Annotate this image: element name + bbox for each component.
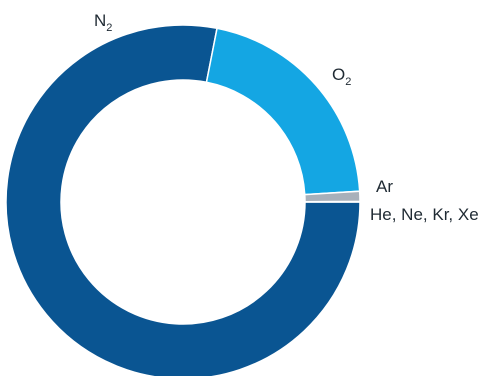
slice-o2	[205, 27, 361, 196]
label-n2: N2	[94, 11, 112, 34]
label-o2: O2	[332, 65, 351, 88]
label-noble-gases: He, Ne, Kr, Xe	[370, 205, 479, 224]
donut-slices	[5, 24, 361, 376]
slice-n2	[5, 24, 361, 376]
label-ar: Ar	[376, 177, 393, 196]
